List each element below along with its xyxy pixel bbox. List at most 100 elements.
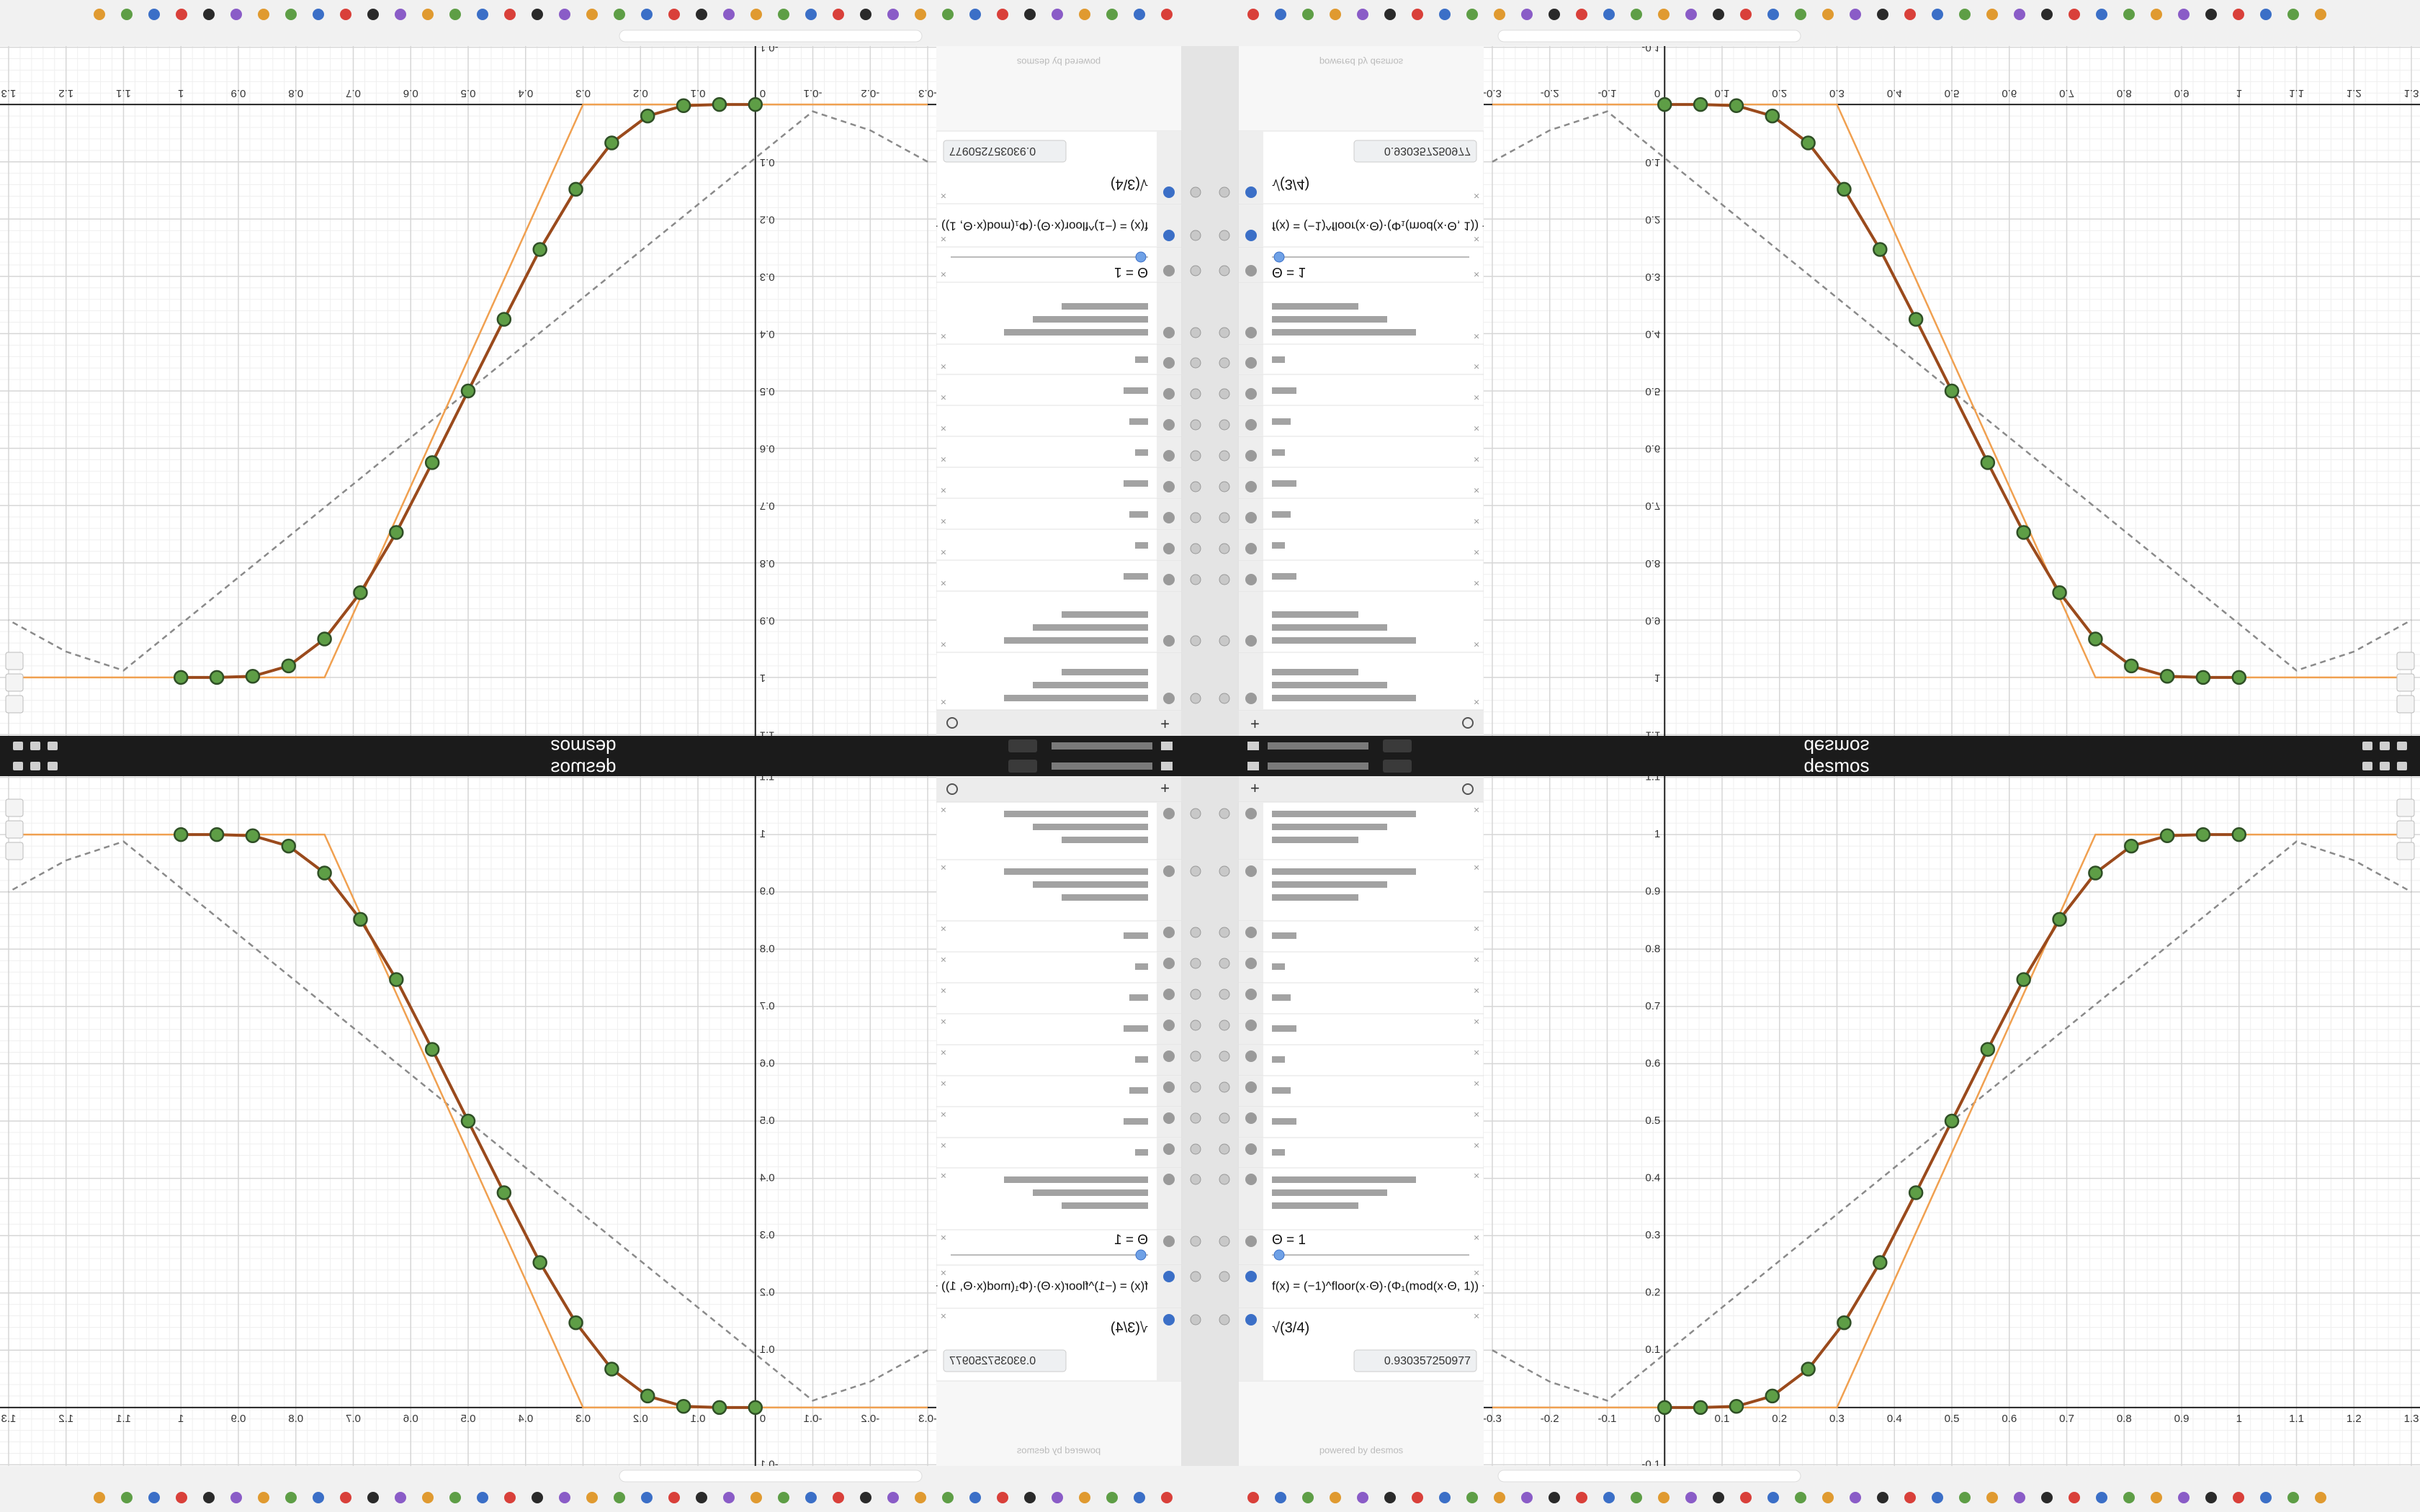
divider-button[interactable] bbox=[1190, 1174, 1201, 1185]
bookmark-icon[interactable] bbox=[532, 1492, 543, 1503]
delete-button[interactable]: × bbox=[1474, 1170, 1479, 1182]
data-point[interactable] bbox=[532, 1255, 547, 1270]
header-icon[interactable] bbox=[2380, 762, 2390, 770]
bookmark-icon[interactable] bbox=[2069, 9, 2080, 20]
divider-button[interactable] bbox=[1219, 1020, 1230, 1031]
bookmark-icon[interactable] bbox=[915, 1492, 926, 1503]
bookmark-icon[interactable] bbox=[1795, 9, 1806, 20]
delete-button[interactable]: × bbox=[1474, 577, 1479, 589]
bookmark-icon[interactable] bbox=[1384, 9, 1396, 20]
divider-button[interactable] bbox=[1190, 543, 1201, 554]
bookmark-icon[interactable] bbox=[422, 9, 434, 20]
bookmark-icon[interactable] bbox=[2260, 1492, 2272, 1503]
data-point[interactable] bbox=[748, 1400, 763, 1416]
bookmark-icon[interactable] bbox=[1330, 9, 1341, 20]
save-button[interactable] bbox=[1383, 760, 1412, 773]
bookmark-icon[interactable] bbox=[1576, 1492, 1587, 1503]
bookmark-icon[interactable] bbox=[668, 9, 680, 20]
data-point[interactable] bbox=[1837, 1315, 1852, 1331]
add-button[interactable]: + bbox=[1250, 779, 1260, 797]
header-icon[interactable] bbox=[13, 762, 23, 770]
divider-button[interactable] bbox=[1219, 693, 1230, 704]
bookmark-icon[interactable] bbox=[1275, 9, 1286, 20]
data-point[interactable] bbox=[2159, 828, 2175, 844]
bookmark-icon[interactable] bbox=[1134, 9, 1145, 20]
data-point[interactable] bbox=[1908, 1185, 1924, 1200]
data-point[interactable] bbox=[1729, 98, 1744, 114]
add-button[interactable]: + bbox=[1160, 715, 1170, 733]
data-point[interactable] bbox=[568, 181, 583, 197]
bookmark-icon[interactable] bbox=[148, 9, 160, 20]
bookmark-icon[interactable] bbox=[1302, 1492, 1314, 1503]
menu-button[interactable] bbox=[1161, 762, 1173, 770]
bookmark-icon[interactable] bbox=[340, 9, 351, 20]
bookmark-icon[interactable] bbox=[285, 9, 297, 20]
delete-button[interactable]: × bbox=[941, 516, 946, 527]
bookmark-icon[interactable] bbox=[395, 9, 406, 20]
bookmark-icon[interactable] bbox=[2260, 9, 2272, 20]
data-point[interactable] bbox=[173, 670, 189, 685]
data-point[interactable] bbox=[2052, 912, 2067, 927]
bookmark-icon[interactable] bbox=[313, 9, 324, 20]
bookmark-icon[interactable] bbox=[1713, 1492, 1724, 1503]
delete-button[interactable]: × bbox=[1474, 330, 1479, 342]
data-point[interactable] bbox=[2123, 838, 2139, 854]
delete-button[interactable]: × bbox=[941, 190, 946, 202]
expression-row[interactable] bbox=[936, 1264, 1182, 1309]
zoom-button[interactable] bbox=[5, 842, 24, 860]
bookmark-icon[interactable] bbox=[1603, 9, 1615, 20]
bookmark-icon[interactable] bbox=[258, 9, 269, 20]
settings-button[interactable] bbox=[1462, 783, 1474, 795]
divider-button[interactable] bbox=[1219, 186, 1230, 198]
delete-button[interactable]: × bbox=[941, 454, 946, 465]
data-point[interactable] bbox=[496, 1185, 512, 1200]
divider-button[interactable] bbox=[1219, 1236, 1230, 1247]
bookmark-icon[interactable] bbox=[1795, 1492, 1806, 1503]
delete-button[interactable]: × bbox=[941, 361, 946, 372]
data-point[interactable] bbox=[2195, 827, 2211, 842]
delete-button[interactable]: × bbox=[941, 1047, 946, 1058]
bookmark-icon[interactable] bbox=[559, 1492, 570, 1503]
bookmark-icon[interactable] bbox=[1932, 1492, 1943, 1503]
bookmark-icon[interactable] bbox=[860, 9, 871, 20]
delete-button[interactable]: × bbox=[1474, 1047, 1479, 1058]
bookmark-icon[interactable] bbox=[1521, 9, 1533, 20]
bookmark-icon[interactable] bbox=[121, 1492, 133, 1503]
delete-button[interactable]: × bbox=[941, 985, 946, 996]
bookmark-icon[interactable] bbox=[1877, 1492, 1888, 1503]
delete-button[interactable]: × bbox=[941, 485, 946, 496]
delete-button[interactable]: × bbox=[1474, 1109, 1479, 1120]
divider-button[interactable] bbox=[1190, 512, 1201, 523]
data-point[interactable] bbox=[389, 972, 404, 987]
bookmark-icon[interactable] bbox=[1052, 1492, 1063, 1503]
bookmark-icon[interactable] bbox=[2315, 1492, 2326, 1503]
bookmark-icon[interactable] bbox=[559, 9, 570, 20]
bookmark-icon[interactable] bbox=[1850, 1492, 1861, 1503]
divider-button[interactable] bbox=[1219, 481, 1230, 492]
data-point[interactable] bbox=[245, 828, 261, 844]
divider-button[interactable] bbox=[1190, 1143, 1201, 1155]
bookmark-icon[interactable] bbox=[1549, 1492, 1560, 1503]
delete-button[interactable]: × bbox=[1474, 269, 1479, 280]
data-point[interactable] bbox=[2123, 658, 2139, 674]
divider-button[interactable] bbox=[1190, 574, 1201, 585]
bookmark-icon[interactable] bbox=[969, 1492, 981, 1503]
delete-button[interactable]: × bbox=[941, 1078, 946, 1089]
data-point[interactable] bbox=[2016, 972, 2031, 987]
data-point[interactable] bbox=[1801, 135, 1816, 150]
data-point[interactable] bbox=[389, 525, 404, 540]
delete-button[interactable]: × bbox=[941, 1267, 946, 1279]
bookmark-icon[interactable] bbox=[1357, 9, 1368, 20]
bookmark-icon[interactable] bbox=[1767, 9, 1779, 20]
header-icon[interactable] bbox=[2380, 742, 2390, 750]
zoom-button[interactable] bbox=[2396, 842, 2415, 860]
delete-button[interactable]: × bbox=[1474, 696, 1479, 708]
divider-button[interactable] bbox=[1219, 1143, 1230, 1155]
bookmark-icon[interactable] bbox=[1850, 9, 1861, 20]
delete-button[interactable]: × bbox=[941, 546, 946, 558]
delete-button[interactable]: × bbox=[1474, 985, 1479, 996]
bookmark-icon[interactable] bbox=[696, 9, 707, 20]
delete-button[interactable]: × bbox=[941, 696, 946, 708]
bookmark-icon[interactable] bbox=[997, 1492, 1008, 1503]
bookmark-icon[interactable] bbox=[1631, 1492, 1642, 1503]
